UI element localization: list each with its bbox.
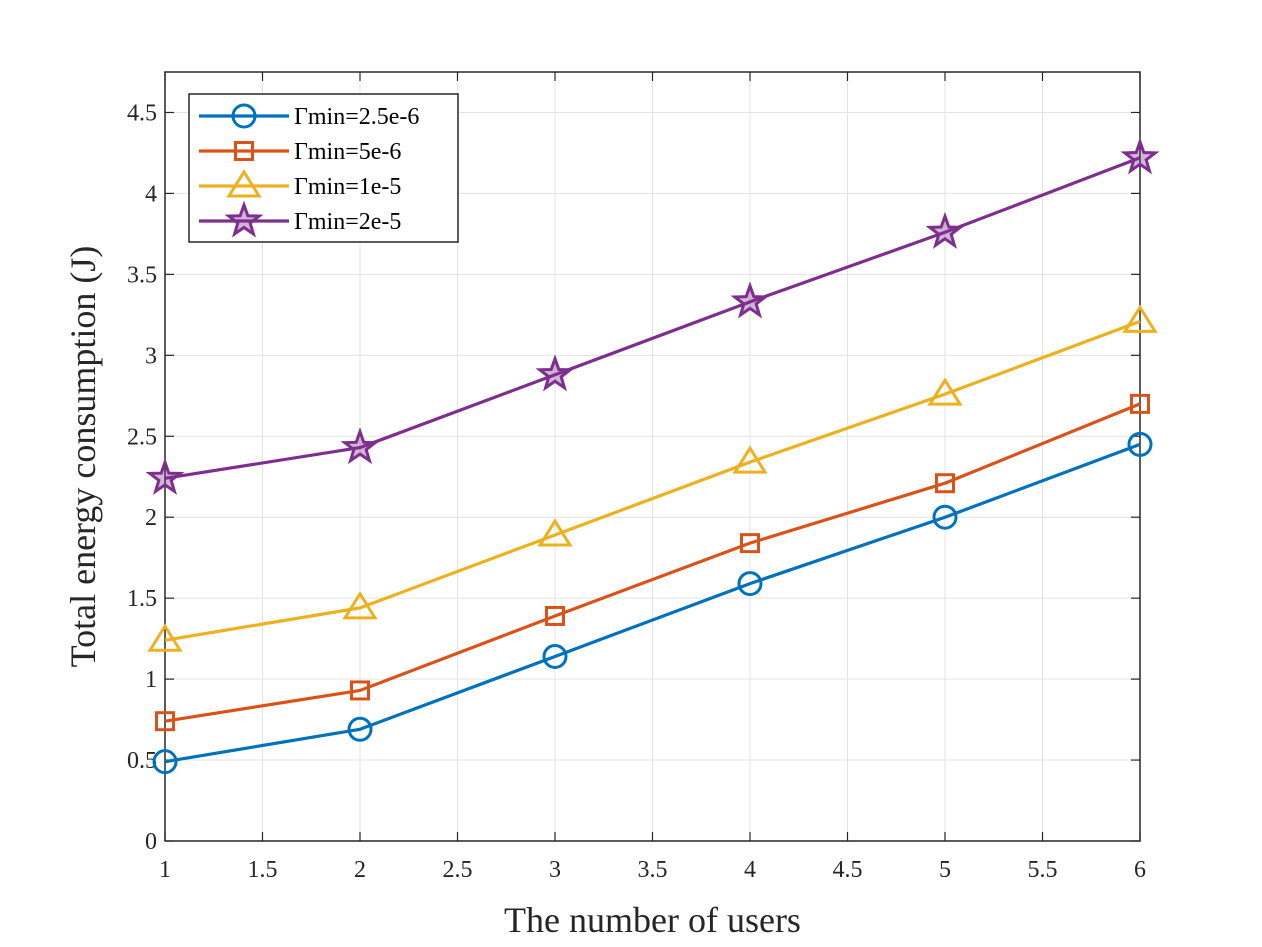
- legend-label: Γmin=1e-5: [294, 174, 401, 200]
- series-4: [145, 137, 1160, 495]
- y-tick-label: 2: [145, 505, 157, 531]
- x-tick-label: 2: [354, 857, 366, 883]
- y-tick-label: 1.5: [127, 586, 157, 612]
- data-point-circle: [737, 571, 763, 597]
- series-group: [145, 137, 1160, 775]
- y-tick-label: 1: [145, 667, 157, 693]
- data-point-star: [535, 354, 575, 392]
- data-point-triangle: [147, 623, 183, 652]
- series-line: [164, 319, 1141, 642]
- x-tick-label: 6: [1134, 857, 1146, 883]
- series-line: [164, 156, 1141, 480]
- data-point-square: [545, 605, 565, 626]
- x-tick-label: 1: [159, 857, 171, 883]
- legend-entry: Γmin=2e-5: [199, 200, 401, 238]
- x-tick-label: 5: [939, 857, 951, 883]
- data-point-triangle: [732, 445, 768, 474]
- y-tick-label: 4: [145, 181, 157, 207]
- series-3: [147, 304, 1158, 652]
- x-tick-label: 1.5: [248, 857, 278, 883]
- x-tick-label: 4: [744, 857, 756, 883]
- legend-entry: Γmin=2.5e-6: [199, 103, 419, 130]
- y-axis-title: Total energy consumption (J): [63, 246, 103, 668]
- y-tick-label: 3.5: [127, 262, 157, 288]
- x-axis-title: The number of users: [504, 900, 801, 940]
- data-point-square: [935, 473, 955, 494]
- legend-marker-square: [234, 141, 254, 161]
- x-tick-label: 4.5: [833, 857, 863, 883]
- data-point-star: [1120, 137, 1160, 175]
- legend-marker-star: [224, 200, 264, 238]
- y-tick-label: 0.5: [127, 748, 157, 774]
- data-point-star: [340, 427, 380, 465]
- y-tick-label: 3: [145, 343, 157, 369]
- x-tick-label: 5.5: [1028, 857, 1058, 883]
- data-point-square: [350, 680, 370, 701]
- data-point-triangle: [927, 377, 963, 406]
- data-point-circle: [932, 504, 958, 530]
- y-tick-label: 0: [145, 829, 157, 855]
- y-tick-label: 4.5: [127, 100, 157, 126]
- data-point-square: [740, 533, 760, 554]
- data-point-square: [1130, 393, 1150, 414]
- data-point-triangle: [342, 591, 378, 620]
- data-point-square: [155, 711, 175, 732]
- y-tick-label: 2.5: [127, 424, 157, 450]
- series-1: [152, 431, 1153, 775]
- legend-label: Γmin=2e-5: [294, 209, 401, 235]
- series-line: [164, 442, 1141, 764]
- legend-marker-circle: [231, 103, 257, 129]
- data-point-circle: [152, 749, 178, 775]
- x-tick-label: 2.5: [443, 857, 473, 883]
- x-tick-label: 3: [549, 857, 561, 883]
- legend-label: Γmin=5e-6: [294, 139, 401, 165]
- axis-ticks: 1 1.5 2 2.5 3 3.5 4 4.5 5 5.5 6 0 0.5 1 1.5 2 2.5 3 3.5 4 4.…: [127, 72, 1146, 883]
- legend-label: Γmin=2.5e-6: [294, 104, 419, 130]
- data-point-circle: [542, 643, 568, 669]
- data-point-star: [925, 211, 965, 249]
- legend-marker-triangle: [226, 169, 262, 198]
- data-point-circle: [347, 716, 373, 742]
- data-point-triangle: [1122, 304, 1158, 333]
- series-line: [164, 402, 1141, 723]
- legend-entry: Γmin=5e-6: [199, 139, 401, 165]
- legend: Γmin=2.5e-6 Γmin=5e-6 Γmin=1e-5 Γmin=2e-5: [188, 93, 459, 243]
- legend-entry: Γmin=1e-5: [199, 169, 401, 200]
- data-point-star: [145, 457, 185, 495]
- x-tick-label: 3.5: [638, 857, 668, 883]
- series-2: [155, 393, 1150, 732]
- data-point-circle: [1127, 431, 1153, 457]
- data-point-triangle: [537, 518, 573, 547]
- data-point-star: [730, 281, 770, 319]
